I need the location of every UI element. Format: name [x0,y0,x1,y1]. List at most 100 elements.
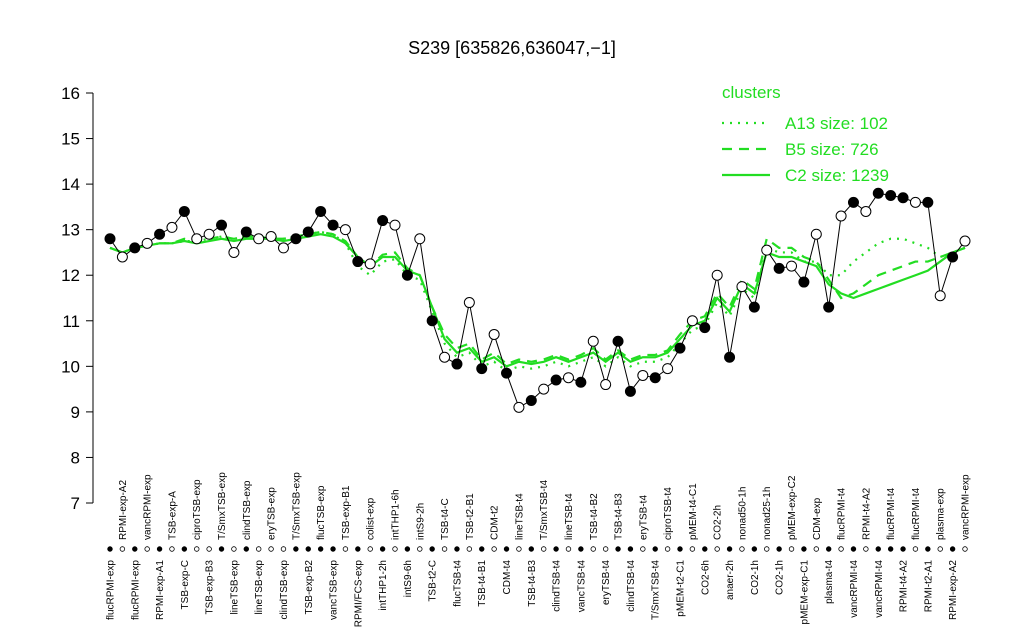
data-point [934,290,946,302]
rug-mark [218,546,225,552]
x-tick-label: vancTSB-t4 [576,560,587,613]
rug-mark [231,546,237,552]
data-point [736,281,748,293]
x-tick-label: TSB-exp-A [167,491,178,540]
x-tick-label: clindTSB-t4 [552,560,563,612]
rug-mark [367,546,373,552]
data-point [116,251,128,263]
data-point [104,233,116,245]
x-tick-label: pMEM-exp-C1 [799,560,810,625]
data-point [451,358,463,370]
y-tick-label: 16 [61,84,80,103]
data-point [810,228,822,240]
rug-mark [764,546,770,552]
data-point [389,219,401,231]
x-tick-label: colist-exp [366,497,377,540]
x-tick-label: TSB-t2-C [428,560,439,602]
x-tick-label: intS9-2h [415,503,426,540]
data-point [835,210,847,222]
rug-mark [751,546,758,552]
data-point [488,328,500,340]
rug-mark [169,546,175,552]
x-tick-label: pMEM-exp-C2 [787,475,798,540]
data-point [773,262,785,274]
data-point [191,233,203,245]
legend-title: clusters [722,83,781,102]
rug-mark [875,546,881,552]
rug-mark [107,546,113,552]
data-point [302,226,314,238]
rug-mark [528,546,535,552]
x-tick-label: TSB-exp-C [180,560,191,609]
rug-mark [578,546,584,552]
y-tick-label: 11 [62,312,80,331]
rug-mark [590,546,596,552]
x-tick-label: flucRPMI-exp [106,560,117,620]
x-tick-label: RPMI-exp-A1 [155,560,166,620]
data-point [612,335,624,347]
x-tick-label: RPMI-t4-A2 [899,560,910,613]
x-tick-label: vancTSB-exp [329,560,340,620]
rug-mark [516,546,522,552]
data-point [947,251,959,263]
data-point [439,351,451,363]
data-point [748,301,760,313]
data-point [203,228,215,240]
rug-mark [156,546,163,552]
data-point [377,215,389,227]
data-point [922,196,934,208]
data-point [786,260,798,272]
rug-mark [417,546,423,552]
x-tick-label: clindTSB-t4 [626,560,637,612]
data-point [897,192,909,204]
rug-mark [565,546,572,552]
x-tick-label: flucRPMI-exp [130,560,141,620]
data-point [860,205,872,217]
rug-mark [392,546,398,552]
rug-mark [243,546,250,552]
x-tick-label: vancRPMI-exp [961,474,972,540]
rug-mark [714,546,720,552]
data-point [872,187,884,199]
rug-mark [788,546,795,552]
data-point [166,221,178,233]
x-tick-label: anaer-2h [725,560,736,600]
rug-mark [441,546,448,552]
x-tick-label: eryTSB-t4 [638,495,649,540]
rug-mark [132,546,138,552]
x-tick-label: TSB-t4-B3 [527,560,538,607]
x-tick-label: RPMI-t2-A1 [923,560,934,613]
data-point [240,226,252,238]
x-tick-label: CO2-1h [775,560,786,595]
rug-mark [479,546,485,552]
data-point [277,242,289,254]
x-tick-label: flucRPMI-t4 [837,487,848,540]
rug-mark [664,546,671,552]
y-tick-label: 8 [71,448,80,467]
data-point [662,363,674,375]
rug-mark [404,546,411,552]
rug-mark [293,546,299,552]
data-point [724,351,736,363]
data-point [587,335,599,347]
y-tick-label: 7 [71,494,80,513]
rug-mark [466,546,473,552]
y-tick-label: 10 [61,357,80,376]
rug-mark [739,546,745,552]
data-point [315,205,327,217]
x-tick-label: eryTSB-t4 [601,560,612,605]
x-tick-label: clindTSB-exp [242,480,253,540]
x-tick-label: vancRPMI-t4 [849,560,860,618]
x-tick-label: TSB-exp-B3 [205,560,216,615]
x-tick-label: eryTSB-exp [267,487,278,540]
rug-mark [194,546,200,552]
rug-mark [652,546,658,552]
x-tick-label: pMEM-t4-C1 [688,483,699,540]
data-point [352,256,364,268]
x-tick-label: lineTSB-t4 [564,493,575,540]
data-point [823,301,835,313]
data-point [463,297,475,309]
cluster-line [109,233,966,368]
x-tick-label: TSB-t2-B1 [465,493,476,540]
